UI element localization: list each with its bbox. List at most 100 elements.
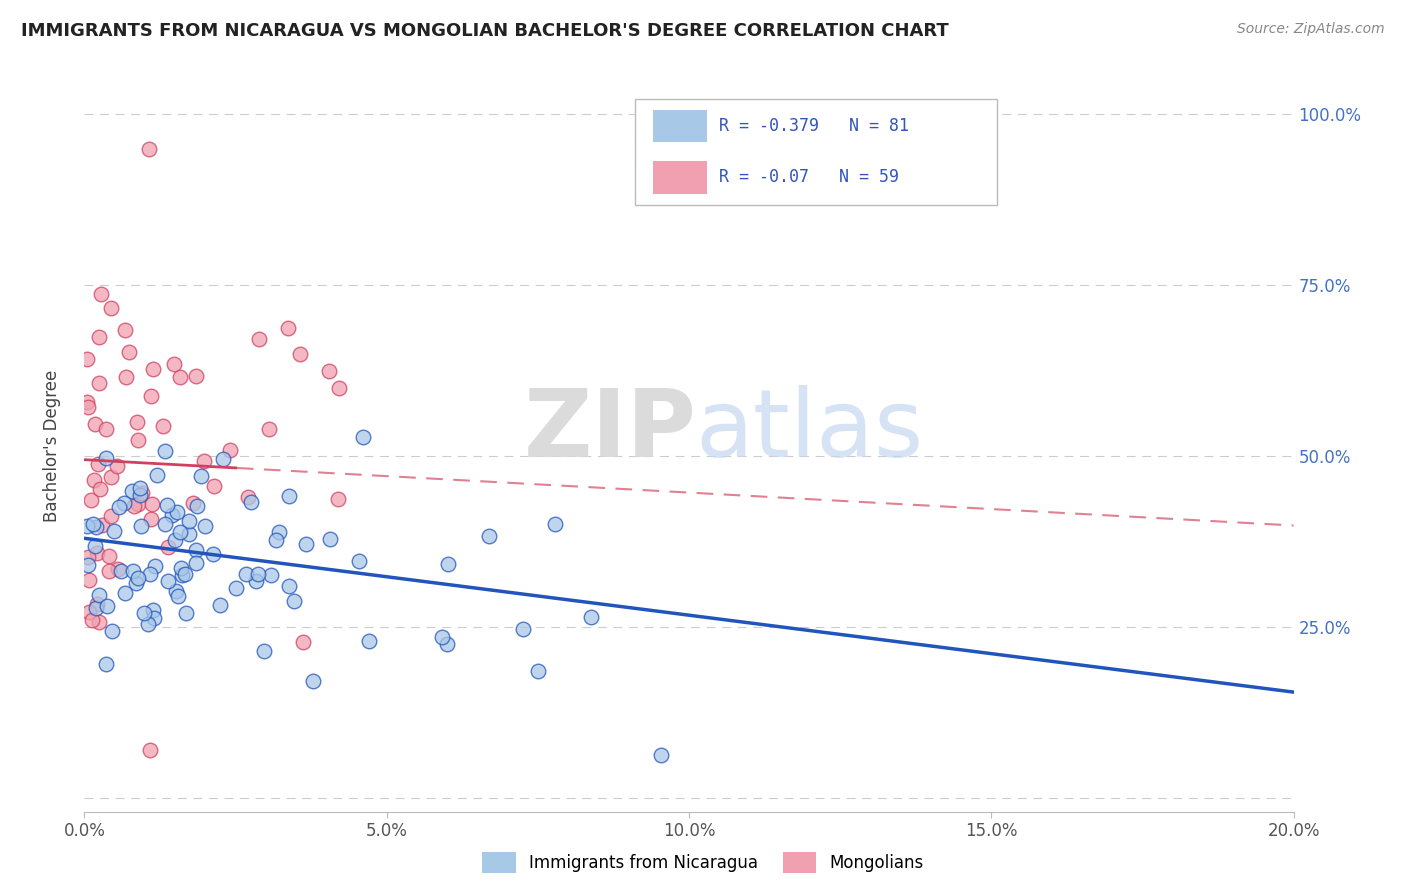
Point xyxy=(165,583,187,598)
Point xyxy=(169,524,191,539)
Point xyxy=(283,594,305,608)
Point xyxy=(260,567,283,582)
Point xyxy=(246,566,269,581)
Point xyxy=(193,454,215,468)
Point xyxy=(650,747,672,762)
Text: IMMIGRANTS FROM NICARAGUA VS MONGOLIAN BACHELOR'S DEGREE CORRELATION CHART: IMMIGRANTS FROM NICARAGUA VS MONGOLIAN B… xyxy=(21,22,949,40)
Point xyxy=(247,333,270,347)
Point xyxy=(108,500,131,515)
Point xyxy=(100,301,122,315)
Point xyxy=(209,598,232,612)
Point xyxy=(163,357,186,371)
Point xyxy=(436,637,458,651)
Text: Source: ZipAtlas.com: Source: ZipAtlas.com xyxy=(1237,22,1385,37)
Point xyxy=(84,417,107,432)
Point xyxy=(186,499,208,513)
Text: R = -0.07   N = 59: R = -0.07 N = 59 xyxy=(720,168,900,186)
Point xyxy=(236,491,259,505)
Point xyxy=(579,610,602,624)
Point xyxy=(94,657,117,671)
Point xyxy=(318,364,340,378)
Point xyxy=(129,488,152,502)
Point xyxy=(139,743,162,757)
Point xyxy=(86,597,108,611)
Point xyxy=(121,484,143,499)
Point xyxy=(100,624,122,638)
Point xyxy=(76,394,98,409)
Point xyxy=(240,495,263,509)
FancyBboxPatch shape xyxy=(634,99,997,204)
Point xyxy=(107,459,129,474)
Point xyxy=(156,541,179,555)
Point xyxy=(83,539,105,553)
Point xyxy=(94,422,117,436)
Point xyxy=(100,470,122,484)
Point xyxy=(432,630,454,644)
Point xyxy=(139,389,162,403)
Point xyxy=(87,615,110,629)
Point xyxy=(253,644,276,658)
Point xyxy=(114,322,136,336)
Point xyxy=(114,586,136,600)
Point xyxy=(328,381,350,395)
Text: ZIP: ZIP xyxy=(524,385,697,477)
Point xyxy=(174,567,197,582)
Point xyxy=(176,606,198,620)
Text: R = -0.379   N = 81: R = -0.379 N = 81 xyxy=(720,117,910,135)
Point xyxy=(153,517,176,532)
Point xyxy=(96,599,118,613)
Point xyxy=(89,482,111,496)
Point xyxy=(127,433,149,447)
Y-axis label: Bachelor's Degree: Bachelor's Degree xyxy=(42,370,60,522)
Point xyxy=(152,419,174,434)
Point xyxy=(165,533,187,548)
Point xyxy=(543,516,565,531)
Point xyxy=(84,520,107,534)
Point xyxy=(80,613,103,627)
Point xyxy=(245,574,267,588)
Point xyxy=(98,549,121,563)
Point xyxy=(142,603,165,617)
Point xyxy=(277,321,299,335)
Point xyxy=(94,450,117,465)
Point xyxy=(82,517,104,532)
Point xyxy=(86,600,108,615)
Bar xyxy=(652,161,707,194)
Point xyxy=(127,497,149,511)
Point xyxy=(122,565,145,579)
Point xyxy=(83,473,105,487)
Point xyxy=(201,547,224,561)
Point xyxy=(326,491,349,506)
Point xyxy=(319,533,342,547)
Point xyxy=(512,622,534,636)
Point xyxy=(167,589,190,603)
Point xyxy=(170,561,193,575)
Point xyxy=(131,486,153,500)
Point xyxy=(172,568,194,582)
Point xyxy=(139,512,162,526)
Point xyxy=(219,442,242,457)
Text: atlas: atlas xyxy=(696,385,924,477)
Point xyxy=(212,451,235,466)
Point xyxy=(166,505,188,519)
Point xyxy=(98,564,121,578)
Point xyxy=(156,498,179,512)
Point xyxy=(115,370,138,384)
Point xyxy=(157,574,180,589)
Point xyxy=(160,508,183,523)
Point xyxy=(80,492,103,507)
Point xyxy=(136,617,159,632)
Point xyxy=(186,543,208,558)
Point xyxy=(202,479,225,493)
Point xyxy=(87,457,110,471)
Point xyxy=(177,515,200,529)
Bar xyxy=(652,110,707,143)
Point xyxy=(90,518,112,533)
Point xyxy=(138,142,160,156)
Point xyxy=(122,499,145,513)
Point xyxy=(235,566,257,581)
Point xyxy=(352,430,374,444)
Point xyxy=(77,605,100,619)
Point xyxy=(131,519,153,533)
Point xyxy=(89,286,111,301)
